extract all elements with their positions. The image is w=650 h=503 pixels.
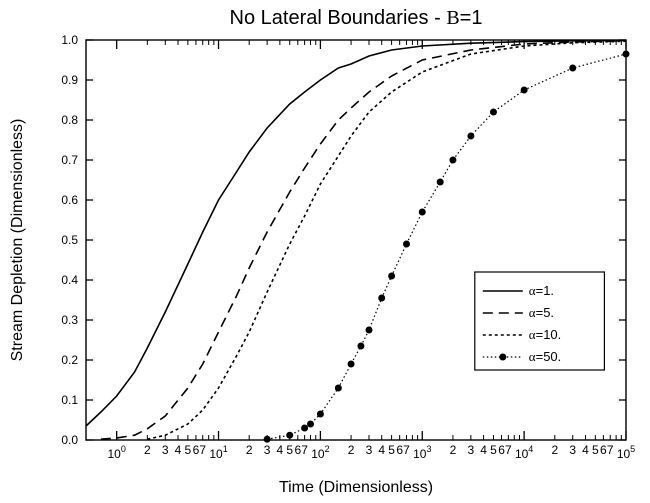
marker-alpha50 xyxy=(490,109,497,116)
legend-marker xyxy=(499,354,506,361)
y-tick-label: 0.0 xyxy=(61,433,78,447)
x-minor-label: 3 xyxy=(366,443,373,457)
chart-bg xyxy=(0,0,650,503)
marker-alpha50 xyxy=(307,421,314,428)
x-minor-label: 5 xyxy=(185,443,192,457)
chart-title: No Lateral Boundaries - B=1 xyxy=(230,7,483,29)
y-tick-label: 1.0 xyxy=(61,33,78,47)
x-minor-label: 5 xyxy=(490,443,497,457)
x-minor-label: 7 xyxy=(505,443,512,457)
legend-label: α=1. xyxy=(529,283,554,298)
y-tick-label: 0.5 xyxy=(61,233,78,247)
marker-alpha50 xyxy=(317,411,324,418)
x-minor-label: 2 xyxy=(144,443,151,457)
x-minor-label: 4 xyxy=(277,443,284,457)
x-minor-label: 4 xyxy=(480,443,487,457)
x-minor-label: 3 xyxy=(264,443,271,457)
x-minor-label: 4 xyxy=(582,443,589,457)
x-minor-label: 3 xyxy=(468,443,475,457)
x-minor-label: 3 xyxy=(569,443,576,457)
x-minor-label: 5 xyxy=(286,443,293,457)
x-minor-label: 2 xyxy=(450,443,457,457)
stream-depletion-chart: No Lateral Boundaries - B=1 100234567101… xyxy=(0,0,650,503)
x-minor-label: 2 xyxy=(551,443,558,457)
y-tick-label: 0.1 xyxy=(61,393,78,407)
y-tick-label: 0.3 xyxy=(61,313,78,327)
y-tick-label: 0.8 xyxy=(61,113,78,127)
x-minor-label: 7 xyxy=(607,443,614,457)
x-minor-label: 7 xyxy=(403,443,410,457)
y-tick-label: 0.2 xyxy=(61,353,78,367)
y-tick-label: 0.6 xyxy=(61,193,78,207)
x-minor-label: 2 xyxy=(348,443,355,457)
marker-alpha50 xyxy=(437,179,444,186)
y-tick-label: 0.7 xyxy=(61,153,78,167)
x-minor-label: 7 xyxy=(199,443,206,457)
marker-alpha50 xyxy=(449,157,456,164)
marker-alpha50 xyxy=(357,343,364,350)
chart-legend: α=1. α=5. α=10. α=50. xyxy=(475,272,605,370)
x-minor-label: 2 xyxy=(246,443,253,457)
marker-alpha50 xyxy=(521,87,528,94)
legend-label: α=10. xyxy=(529,327,561,342)
x-minor-label: 4 xyxy=(175,443,182,457)
legend-label: α=5. xyxy=(529,305,554,320)
x-minor-label: 7 xyxy=(301,443,308,457)
marker-alpha50 xyxy=(301,425,308,432)
x-minor-label: 3 xyxy=(162,443,169,457)
marker-alpha50 xyxy=(348,361,355,368)
x-axis-label: Time (Dimensionless) xyxy=(279,479,433,496)
marker-alpha50 xyxy=(623,51,630,58)
y-tick-label: 0.4 xyxy=(61,273,78,287)
y-tick-label: 0.9 xyxy=(61,73,78,87)
marker-alpha50 xyxy=(286,432,293,439)
marker-alpha50 xyxy=(419,209,426,216)
x-minor-label: 5 xyxy=(388,443,395,457)
marker-alpha50 xyxy=(569,65,576,72)
marker-alpha50 xyxy=(366,327,373,334)
marker-alpha50 xyxy=(264,436,271,443)
y-axis-label: Stream Depletion (Dimensionless) xyxy=(9,119,26,362)
x-minor-label: 4 xyxy=(378,443,385,457)
marker-alpha50 xyxy=(388,273,395,280)
marker-alpha50 xyxy=(335,385,342,392)
x-minor-label: 5 xyxy=(592,443,599,457)
legend-label: α=50. xyxy=(529,349,561,364)
marker-alpha50 xyxy=(467,133,474,140)
marker-alpha50 xyxy=(403,241,410,248)
marker-alpha50 xyxy=(378,295,385,302)
